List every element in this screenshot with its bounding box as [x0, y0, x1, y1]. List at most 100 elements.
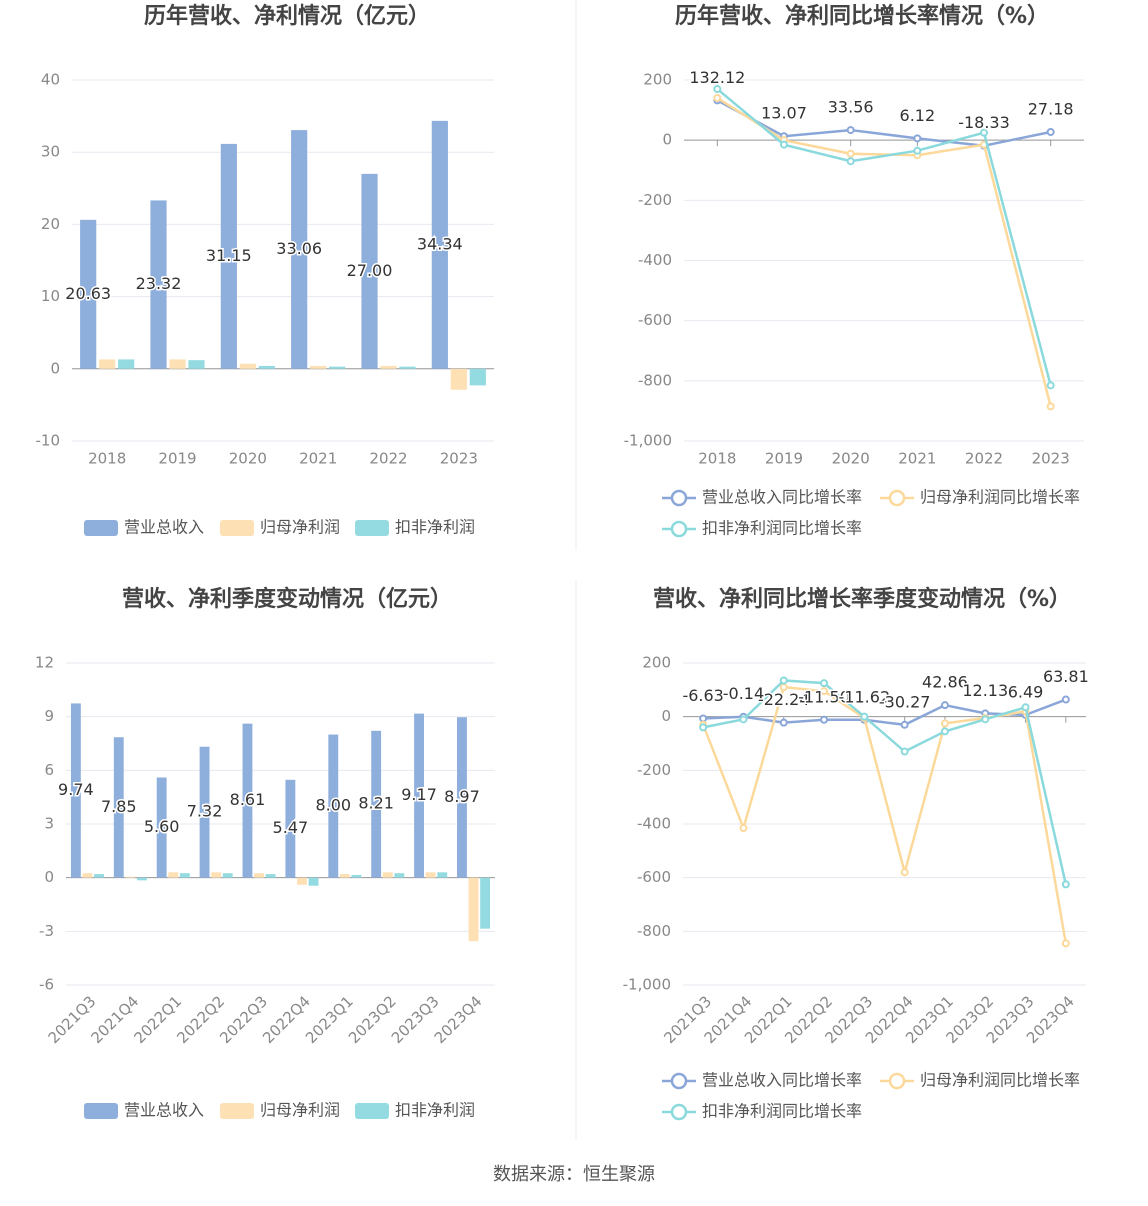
- data-label: 5.60: [144, 817, 180, 836]
- point: [820, 715, 829, 724]
- line: [716, 96, 1052, 407]
- legend-label[interactable]: 营业总收入同比增长率: [702, 488, 862, 507]
- bar: [254, 873, 264, 878]
- legend-swatch[interactable]: [355, 520, 389, 536]
- point: [713, 94, 722, 103]
- legend-label[interactable]: 归母净利润同比增长率: [920, 488, 1080, 507]
- data-label: 34.34: [417, 234, 463, 253]
- bar: [480, 877, 491, 929]
- legend-swatch[interactable]: [670, 1072, 688, 1090]
- bar: [382, 872, 393, 878]
- legend-label[interactable]: 营业总收入同比增长率: [702, 1071, 862, 1090]
- x-tick-label: 2021: [898, 450, 936, 468]
- point: [846, 126, 855, 135]
- bar: [99, 359, 116, 369]
- bar: [118, 359, 135, 369]
- bar: [469, 368, 486, 386]
- legend-label[interactable]: 营业总收入: [124, 1101, 204, 1120]
- bar: [437, 872, 448, 878]
- bar: [220, 143, 237, 369]
- point: [820, 679, 829, 688]
- legend-swatch[interactable]: [670, 520, 688, 538]
- x-tick-label: 2022: [965, 450, 1003, 468]
- data-label: 27.00: [347, 261, 393, 280]
- point: [1046, 381, 1055, 390]
- bar: [179, 873, 190, 878]
- y-tick-label: 0: [44, 868, 54, 886]
- y-tick-label: 20: [41, 215, 60, 233]
- legend-label[interactable]: 扣非净利润同比增长率: [702, 519, 862, 538]
- point: [699, 723, 708, 732]
- legend-label[interactable]: 扣非净利润同比增长率: [702, 1102, 862, 1121]
- y-tick-label: 0: [662, 131, 672, 149]
- data-label: 8.97: [444, 787, 480, 806]
- y-tick-label: -600: [637, 868, 671, 886]
- y-tick-label: 0: [50, 359, 60, 377]
- y-tick-label: -10: [36, 432, 61, 450]
- bar: [425, 872, 436, 878]
- y-tick-label: 0: [661, 707, 671, 725]
- bar: [258, 365, 275, 369]
- data-label: 12.13: [962, 681, 1008, 700]
- legend-label[interactable]: 营业总收入: [124, 518, 204, 537]
- point: [940, 701, 949, 710]
- bar: [211, 872, 222, 878]
- y-tick-label: -3: [39, 922, 54, 940]
- x-tick-label: 2021: [299, 450, 337, 468]
- bar: [394, 873, 405, 878]
- data-label: 8.21: [358, 794, 394, 813]
- data-label: 63.81: [1043, 667, 1089, 686]
- legend-swatch[interactable]: [888, 1072, 906, 1090]
- y-tick-label: 9: [44, 707, 54, 725]
- bar: [450, 368, 467, 390]
- legend-swatch[interactable]: [670, 489, 688, 507]
- legend-label[interactable]: 归母净利润: [260, 518, 340, 537]
- legend-swatch[interactable]: [220, 520, 254, 536]
- data-label: 9.17: [401, 785, 437, 804]
- bar: [199, 746, 210, 878]
- bar: [399, 366, 416, 369]
- x-tick-label: 2019: [158, 450, 196, 468]
- chart-title: 营收、净利季度变动情况（亿元）: [122, 586, 452, 612]
- chart-title: 历年营收、净利情况（亿元）: [144, 3, 430, 29]
- source: 数据来源：恒生聚源: [493, 1164, 655, 1185]
- line: [702, 679, 1068, 885]
- legend-label[interactable]: 归母净利润: [260, 1101, 340, 1120]
- legend-swatch[interactable]: [355, 1103, 389, 1119]
- point: [699, 714, 708, 723]
- point: [820, 687, 829, 696]
- legend-label[interactable]: 扣非净利润: [395, 1101, 475, 1120]
- legend-label[interactable]: 归母净利润同比增长率: [920, 1071, 1080, 1090]
- legend-swatch[interactable]: [84, 1103, 118, 1119]
- x-tick-label: 2018: [88, 450, 126, 468]
- x-tick-label: 2018: [698, 450, 736, 468]
- bar: [468, 877, 479, 942]
- bar: [457, 717, 467, 878]
- point: [981, 715, 990, 724]
- point: [900, 868, 909, 877]
- x-tick-label: 2023Q4: [431, 992, 486, 1047]
- data-label: 7.32: [187, 802, 223, 821]
- data-label: -0.14: [723, 684, 764, 703]
- legend-label[interactable]: 扣非净利润: [395, 518, 475, 537]
- point: [1061, 695, 1070, 704]
- legend-swatch[interactable]: [888, 489, 906, 507]
- point: [713, 85, 722, 94]
- legend-swatch[interactable]: [220, 1103, 254, 1119]
- point: [1046, 127, 1055, 136]
- chart-title: 历年营收、净利同比增长率情况（%）: [675, 3, 1049, 29]
- bar: [136, 877, 147, 881]
- bar: [168, 872, 179, 878]
- bar: [339, 874, 350, 878]
- y-tick-label: 200: [643, 71, 672, 89]
- point: [913, 134, 922, 143]
- bar: [125, 876, 136, 878]
- y-tick-label: 200: [642, 654, 671, 672]
- legend-swatch[interactable]: [84, 520, 118, 536]
- y-tick-label: 10: [41, 287, 60, 305]
- x-tick-label: 2019: [765, 450, 803, 468]
- y-tick-label: 30: [41, 143, 60, 161]
- legend-swatch[interactable]: [670, 1103, 688, 1121]
